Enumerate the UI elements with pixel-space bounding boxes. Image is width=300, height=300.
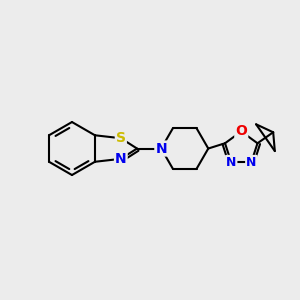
Text: O: O bbox=[235, 124, 247, 138]
Text: N: N bbox=[226, 156, 236, 169]
Text: N: N bbox=[115, 152, 127, 166]
Text: N: N bbox=[155, 142, 167, 155]
Text: S: S bbox=[116, 131, 126, 145]
Text: N: N bbox=[246, 156, 256, 169]
